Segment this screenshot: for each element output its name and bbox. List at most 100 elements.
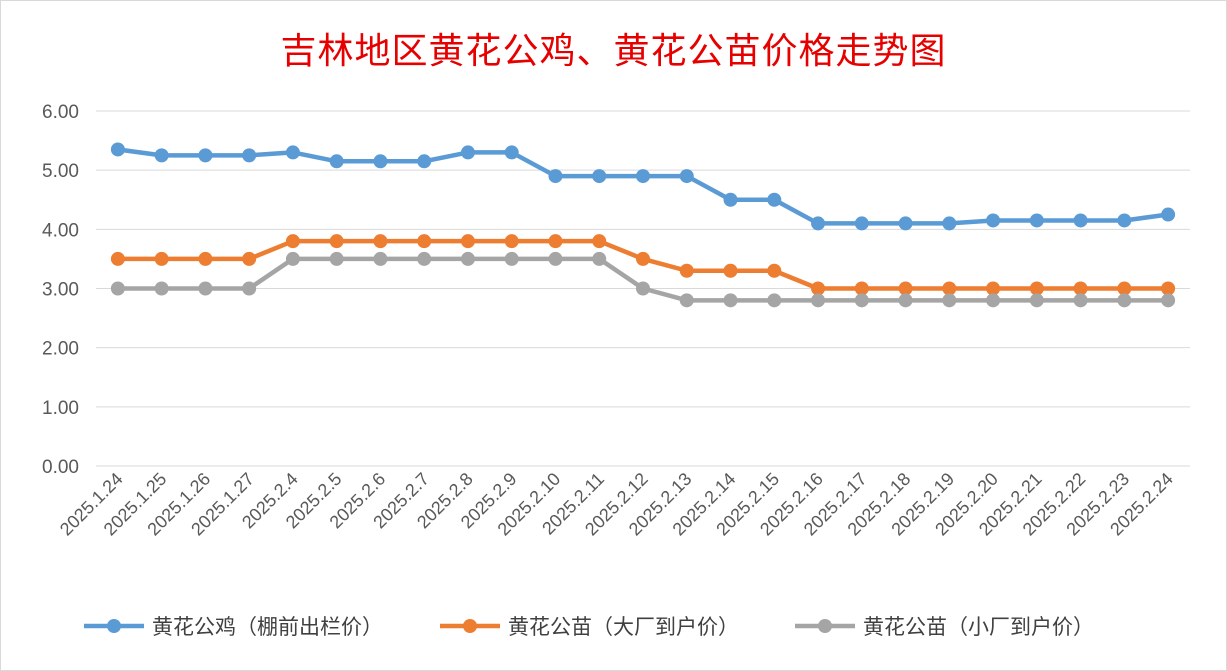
- data-point: [417, 154, 432, 169]
- data-point: [285, 234, 300, 249]
- data-point: [154, 281, 169, 296]
- data-point: [373, 154, 388, 169]
- data-point: [1029, 281, 1044, 296]
- data-point: [986, 281, 1001, 296]
- data-point: [1073, 293, 1088, 308]
- data-point: [373, 234, 388, 249]
- data-point: [1029, 213, 1044, 228]
- data-point: [373, 251, 388, 266]
- legend-item: 黄花公鸡（棚前出栏价）: [84, 615, 383, 639]
- y-tick-label: 1.00: [42, 398, 79, 419]
- data-point: [154, 251, 169, 266]
- series-line: [115, 147, 1171, 226]
- data-point: [854, 293, 869, 308]
- data-point: [679, 293, 694, 308]
- data-point: [854, 216, 869, 231]
- data-point: [636, 169, 650, 184]
- data-point: [767, 192, 782, 207]
- data-point: [592, 234, 607, 249]
- data-point: [1161, 293, 1176, 308]
- data-point: [723, 293, 738, 308]
- data-point: [242, 251, 257, 266]
- series-1: [110, 142, 1176, 231]
- data-point: [767, 263, 782, 278]
- data-point: [198, 148, 213, 163]
- data-point: [942, 293, 957, 308]
- legend: 黄花公鸡（棚前出栏价） 黄花公苗（大厂到户价） 黄花公苗（小厂到户价）: [84, 615, 1094, 639]
- data-point: [1117, 293, 1132, 308]
- data-point: [636, 281, 650, 296]
- data-point: [986, 213, 1001, 228]
- legend-label: 黄花公苗（小厂到户价）: [863, 615, 1094, 639]
- data-point: [548, 234, 563, 249]
- data-point: [679, 169, 694, 184]
- y-tick-label: 5.00: [42, 161, 79, 182]
- legend-item: 黄花公苗（小厂到户价）: [795, 615, 1094, 639]
- data-point: [592, 169, 607, 184]
- data-point: [110, 142, 125, 157]
- data-point: [198, 281, 213, 296]
- legend-marker: [463, 619, 477, 633]
- series-2: [110, 234, 1176, 296]
- data-point: [1029, 293, 1044, 308]
- y-tick-label: 2.00: [42, 339, 79, 360]
- data-point: [942, 216, 957, 231]
- series-lines: [110, 142, 1176, 308]
- chart-title: 吉林地区黄花公鸡、黄花公苗价格走势图: [280, 31, 947, 72]
- y-axis-ticks: 0.00 1.00 2.00 3.00 4.00 5.00 6.00: [42, 102, 79, 478]
- data-point: [636, 251, 650, 266]
- data-point: [1161, 207, 1176, 222]
- data-point: [592, 251, 607, 266]
- data-point: [1161, 281, 1176, 296]
- data-point: [285, 145, 300, 160]
- data-point: [811, 293, 826, 308]
- legend-marker: [107, 619, 121, 633]
- data-point: [110, 281, 125, 296]
- y-tick-label: 0.00: [42, 457, 79, 478]
- data-point: [329, 251, 344, 266]
- data-point: [460, 251, 475, 266]
- data-point: [986, 293, 1001, 308]
- data-point: [504, 251, 519, 266]
- x-axis-ticks: 2025.1.242025.1.252025.1.262025.1.272025…: [56, 469, 1177, 540]
- data-point: [679, 263, 694, 278]
- data-point: [1073, 213, 1088, 228]
- data-point: [1117, 213, 1132, 228]
- legend-item: 黄花公苗（大厂到户价）: [440, 615, 739, 639]
- data-point: [460, 145, 475, 160]
- data-point: [242, 148, 257, 163]
- data-point: [417, 251, 432, 266]
- data-point: [898, 281, 913, 296]
- data-point: [1073, 281, 1088, 296]
- data-point: [504, 234, 519, 249]
- y-tick-label: 3.00: [42, 280, 79, 301]
- legend-marker: [818, 619, 832, 633]
- data-point: [460, 234, 475, 249]
- data-point: [723, 263, 738, 278]
- data-point: [942, 281, 957, 296]
- data-point: [285, 251, 300, 266]
- data-point: [854, 281, 869, 296]
- data-point: [504, 145, 519, 160]
- y-tick-label: 4.00: [42, 220, 79, 241]
- legend-label: 黄花公鸡（棚前出栏价）: [152, 615, 383, 639]
- data-point: [329, 234, 344, 249]
- data-point: [898, 293, 913, 308]
- legend-label: 黄花公苗（大厂到户价）: [508, 615, 739, 639]
- data-point: [723, 192, 738, 207]
- data-point: [811, 281, 826, 296]
- data-point: [898, 216, 913, 231]
- y-tick-label: 6.00: [42, 102, 79, 123]
- data-point: [1117, 281, 1132, 296]
- data-point: [548, 251, 563, 266]
- data-point: [548, 169, 563, 184]
- series-3: [110, 251, 1176, 308]
- data-point: [154, 148, 169, 163]
- data-point: [110, 251, 125, 266]
- data-point: [242, 281, 257, 296]
- data-point: [198, 251, 213, 266]
- data-point: [417, 234, 432, 249]
- data-point: [767, 293, 782, 308]
